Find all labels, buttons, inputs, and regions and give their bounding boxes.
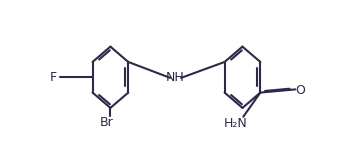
- Text: F: F: [50, 71, 57, 84]
- Text: NH: NH: [166, 71, 185, 84]
- Text: H₂N: H₂N: [224, 117, 247, 130]
- Text: O: O: [295, 84, 305, 97]
- Text: Br: Br: [100, 116, 114, 129]
